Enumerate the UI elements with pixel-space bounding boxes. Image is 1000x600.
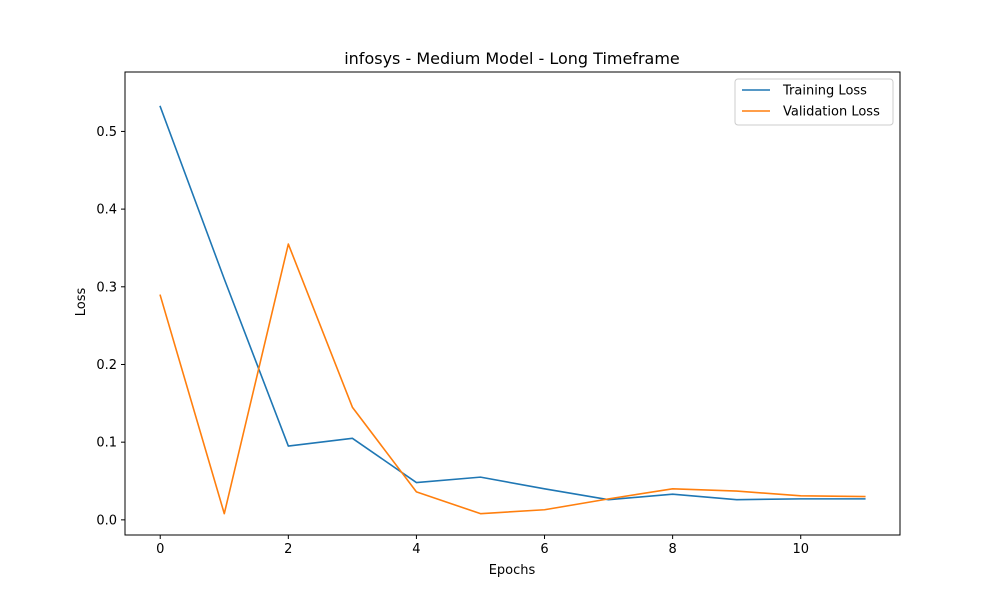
x-tick-label: 8 bbox=[668, 542, 676, 557]
x-tick-label: 0 bbox=[156, 542, 164, 557]
y-tick-label: 0.2 bbox=[96, 358, 117, 373]
legend-box bbox=[734, 78, 894, 126]
x-tick-label: 10 bbox=[792, 542, 809, 557]
x-tick-label: 6 bbox=[540, 542, 548, 557]
axes-frame bbox=[124, 71, 901, 536]
y-tick-label: 0.5 bbox=[96, 125, 117, 140]
legend-label: Training Loss bbox=[782, 84, 867, 99]
chart-title: infosys - Medium Model - Long Timeframe bbox=[344, 49, 680, 68]
legend-label: Validation Loss bbox=[783, 105, 880, 120]
y-tick-label: 0.0 bbox=[96, 513, 117, 528]
x-tick-label: 2 bbox=[284, 542, 292, 557]
y-tick-label: 0.1 bbox=[96, 436, 117, 451]
y-axis-label: Loss bbox=[74, 288, 89, 317]
y-tick-label: 0.4 bbox=[96, 203, 117, 218]
x-tick-label: 4 bbox=[412, 542, 420, 557]
x-axis-label: Epochs bbox=[489, 563, 536, 578]
series-line-2 bbox=[159, 243, 866, 515]
y-tick-label: 0.3 bbox=[96, 280, 117, 295]
plot-area: 0 2 4 6 8 10 0.0 0.1 0.2 0.3 0.4 0.5 Training Loss Va… bbox=[96, 71, 901, 557]
series-line-1 bbox=[159, 105, 866, 501]
